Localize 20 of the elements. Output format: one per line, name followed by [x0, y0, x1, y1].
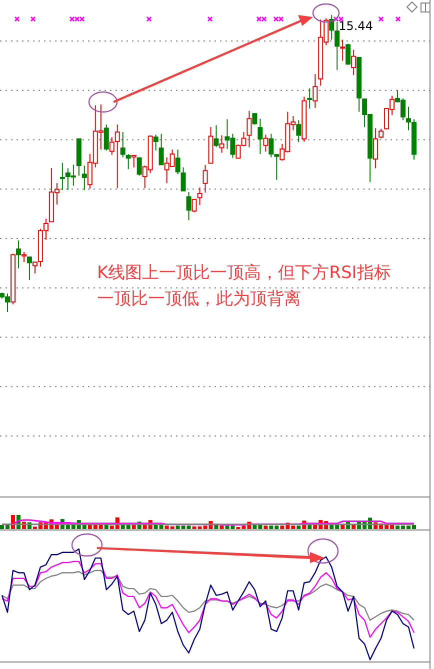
candlestick	[307, 88, 312, 110]
candlestick	[246, 110, 252, 148]
candlestick	[197, 187, 202, 206]
candlestick	[373, 128, 378, 169]
candlestick	[60, 162, 65, 190]
candlestick	[312, 74, 318, 108]
candlestick	[186, 192, 192, 221]
candlestick	[340, 39, 346, 62]
bar	[296, 526, 301, 529]
bar	[340, 524, 345, 529]
candlestick	[258, 118, 263, 154]
annotation: K线图上一顶比一顶高，但下方RSI指标一顶比一顶低，此为顶背离	[97, 263, 391, 309]
candlestick	[82, 165, 87, 190]
candlestick	[351, 49, 356, 76]
bar	[214, 524, 218, 529]
bar	[264, 526, 268, 529]
candlestick	[16, 240, 21, 269]
annotation: 15.44	[338, 19, 373, 33]
bar	[220, 526, 224, 529]
candlestick	[219, 134, 224, 154]
